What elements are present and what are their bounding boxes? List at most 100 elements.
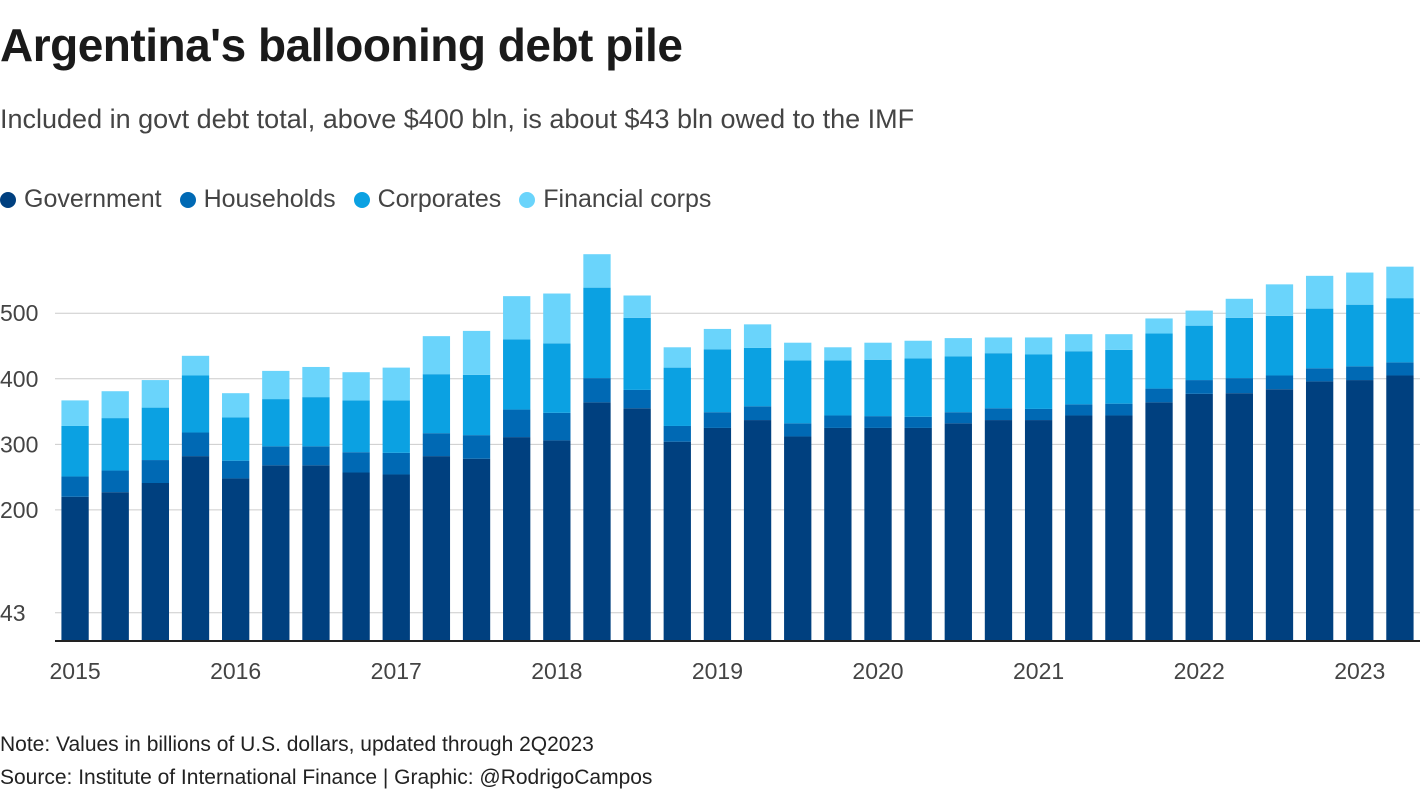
bar-financial-corps-2Q2018 xyxy=(583,254,611,288)
bar-government-2Q2022 xyxy=(1225,393,1253,641)
bar-financial-corps-2Q2019 xyxy=(743,324,772,348)
bar-government-4Q2021 xyxy=(1145,402,1173,641)
bar-financial-corps-1Q2022 xyxy=(1185,310,1213,326)
bar-government-1Q2023 xyxy=(1346,380,1374,641)
bar-financial-corps-2Q2016 xyxy=(262,370,290,400)
bar-corporates-3Q2016 xyxy=(302,397,330,447)
bar-corporates-4Q2020 xyxy=(984,353,1013,409)
bar-households-3Q2018 xyxy=(623,389,651,409)
bar-corporates-1Q2019 xyxy=(703,349,732,413)
legend-label-households: Households xyxy=(203,185,336,213)
bar-financial-corps-1Q2023 xyxy=(1346,272,1374,305)
bar-government-4Q2020 xyxy=(984,420,1013,641)
bar-corporates-1Q2018 xyxy=(543,343,571,413)
bar-corporates-2Q2019 xyxy=(743,347,772,407)
bar-corporates-4Q2019 xyxy=(824,360,852,416)
legend-label-financial-corps: Financial corps xyxy=(543,185,712,213)
bar-government-1Q2019 xyxy=(703,427,732,641)
bar-government-3Q2016 xyxy=(302,465,330,641)
x-tick-label-2020: 2020 xyxy=(852,658,903,684)
bar-financial-corps-3Q2021 xyxy=(1105,334,1133,350)
bar-government-2Q2021 xyxy=(1065,415,1093,641)
bar-financial-corps-1Q2019 xyxy=(703,328,732,350)
bar-government-4Q2015 xyxy=(181,456,210,641)
bar-households-1Q2015 xyxy=(61,476,89,497)
bar-government-1Q2017 xyxy=(382,474,410,641)
bar-financial-corps-3Q2019 xyxy=(784,342,812,361)
bar-government-2Q2017 xyxy=(422,456,451,641)
bar-corporates-3Q2020 xyxy=(944,356,972,413)
x-tick-label-2016: 2016 xyxy=(210,658,261,684)
bar-financial-corps-3Q2022 xyxy=(1265,284,1294,316)
bar-corporates-1Q2017 xyxy=(382,400,410,453)
bar-corporates-2Q2020 xyxy=(904,358,932,417)
bar-financial-corps-2Q2022 xyxy=(1225,298,1253,318)
y-tick-label-43: 43 xyxy=(0,600,26,626)
bar-government-1Q2016 xyxy=(222,478,250,641)
bar-financial-corps-1Q2018 xyxy=(543,293,571,344)
bar-financial-corps-2Q2020 xyxy=(904,340,932,359)
bar-government-4Q2018 xyxy=(663,441,691,641)
legend-item-corporates: Corporates xyxy=(353,185,501,214)
bar-government-3Q2020 xyxy=(944,423,972,641)
bar-households-4Q2017 xyxy=(503,409,531,438)
bar-households-1Q2020 xyxy=(864,416,892,428)
bar-financial-corps-4Q2020 xyxy=(984,337,1013,354)
bar-government-4Q2022 xyxy=(1305,381,1334,641)
bar-corporates-4Q2015 xyxy=(181,375,210,433)
bar-government-2Q2016 xyxy=(262,465,290,641)
bar-financial-corps-1Q2015 xyxy=(61,400,89,426)
bar-households-2Q2015 xyxy=(101,470,129,493)
y-tick-label-200: 200 xyxy=(0,497,38,523)
bar-government-1Q2015 xyxy=(61,496,89,641)
legend-item-households: Households xyxy=(179,185,336,214)
bar-corporates-3Q2018 xyxy=(623,317,651,390)
bar-corporates-1Q2016 xyxy=(222,417,250,461)
bar-government-1Q2022 xyxy=(1185,393,1213,641)
bars xyxy=(61,254,1414,641)
bar-financial-corps-4Q2019 xyxy=(824,347,852,361)
bar-households-3Q2022 xyxy=(1265,375,1294,390)
bar-corporates-4Q2021 xyxy=(1145,333,1173,389)
bar-households-3Q2015 xyxy=(141,460,170,484)
legend-label-government: Government xyxy=(24,185,162,213)
bar-households-4Q2020 xyxy=(984,408,1013,421)
bar-financial-corps-1Q2016 xyxy=(222,393,250,418)
bar-households-1Q2019 xyxy=(703,412,732,428)
bar-government-3Q2015 xyxy=(141,483,170,641)
bar-households-2Q2021 xyxy=(1065,404,1093,416)
bar-corporates-2Q2016 xyxy=(262,399,290,447)
bar-households-3Q2021 xyxy=(1105,403,1133,416)
bar-households-4Q2021 xyxy=(1145,388,1173,403)
bar-government-2Q2015 xyxy=(101,492,129,641)
bar-financial-corps-3Q2017 xyxy=(462,330,491,375)
bar-government-2Q2019 xyxy=(743,420,772,641)
bar-government-4Q2019 xyxy=(824,427,852,641)
bar-households-1Q2021 xyxy=(1024,408,1053,421)
chart-source: Source: Institute of International Finan… xyxy=(0,766,653,789)
bar-households-3Q2019 xyxy=(784,423,812,437)
bar-government-3Q2019 xyxy=(784,436,812,641)
bar-households-2Q2017 xyxy=(422,433,451,457)
stacked-bar-chart: 43 200 300 400 500 2015 2016 2017 2018 2019 2020 20… xyxy=(0,254,1420,684)
bar-households-1Q2022 xyxy=(1185,380,1213,394)
bar-households-1Q2023 xyxy=(1346,366,1374,381)
bar-households-2Q2022 xyxy=(1225,378,1253,394)
bar-government-4Q2017 xyxy=(503,437,531,641)
bar-financial-corps-4Q2018 xyxy=(663,347,691,368)
bar-households-2Q2019 xyxy=(743,406,772,421)
bar-government-1Q2020 xyxy=(864,427,892,641)
bar-households-2Q2023 xyxy=(1386,362,1414,376)
bar-corporates-1Q2015 xyxy=(61,425,89,477)
legend-swatch-government xyxy=(0,191,16,208)
bar-corporates-4Q2017 xyxy=(503,339,531,410)
bar-government-2Q2020 xyxy=(904,427,932,641)
legend-swatch-households xyxy=(179,191,196,208)
bar-corporates-1Q2021 xyxy=(1024,354,1053,409)
bar-financial-corps-2Q2015 xyxy=(101,391,129,419)
chart-note: Note: Values in billions of U.S. dollars… xyxy=(0,733,594,756)
y-tick-label-300: 300 xyxy=(0,431,38,457)
bar-financial-corps-1Q2021 xyxy=(1024,337,1053,355)
bar-households-1Q2016 xyxy=(222,460,250,479)
y-tick-label-500: 500 xyxy=(0,300,38,326)
